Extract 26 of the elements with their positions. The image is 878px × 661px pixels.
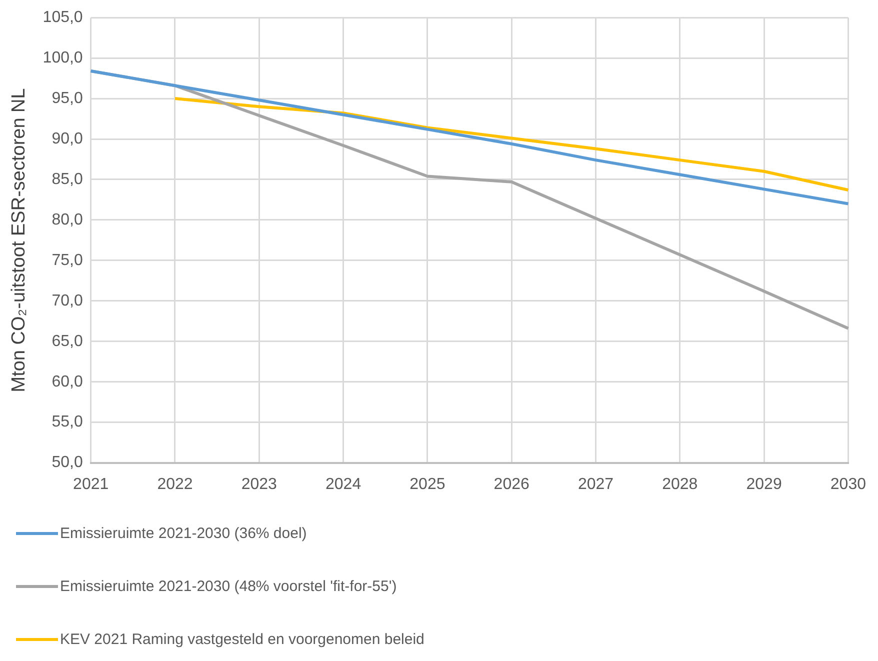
y-tick-label: 60,0 — [52, 373, 83, 390]
x-tick-label: 2024 — [325, 476, 362, 493]
y-tick-label: 80,0 — [52, 211, 83, 228]
x-tick-label: 2029 — [746, 476, 782, 493]
x-tick-label: 2026 — [494, 476, 530, 493]
y-tick-label: 100,0 — [42, 49, 83, 66]
y-tick-label: 50,0 — [52, 454, 83, 472]
x-tick-label: 2028 — [662, 476, 698, 493]
y-tick-label: 95,0 — [52, 90, 83, 107]
y-tick-label: 75,0 — [52, 252, 83, 269]
y-tick-label: 90,0 — [52, 130, 83, 148]
y-tick-label: 85,0 — [52, 170, 83, 188]
x-tick-label: 2030 — [830, 476, 866, 493]
x-tick-label: 2022 — [157, 476, 193, 493]
x-tick-label: 2021 — [73, 476, 109, 493]
x-tick-label: 2027 — [578, 476, 614, 493]
y-tick-label: 105,0 — [42, 9, 83, 26]
y-tick-label: 55,0 — [52, 414, 83, 431]
y-tick-label: 70,0 — [52, 292, 83, 310]
legend-label: KEV 2021 Raming vastgesteld en voorgenomen beleid — [60, 630, 424, 648]
legend-label: Emissieruimte 2021-2030 (48% voorstel 'fit-for-55') — [60, 578, 397, 594]
x-tick-label: 2023 — [241, 476, 278, 493]
x-tick-label: 2025 — [410, 476, 446, 493]
legend-label: Emissieruimte 2021-2030 (36% doel) — [60, 524, 307, 542]
y-tick-label: 65,0 — [52, 332, 83, 350]
y-axis-title: Mton CO₂-uitstoot ESR-sectoren NL — [8, 88, 30, 392]
